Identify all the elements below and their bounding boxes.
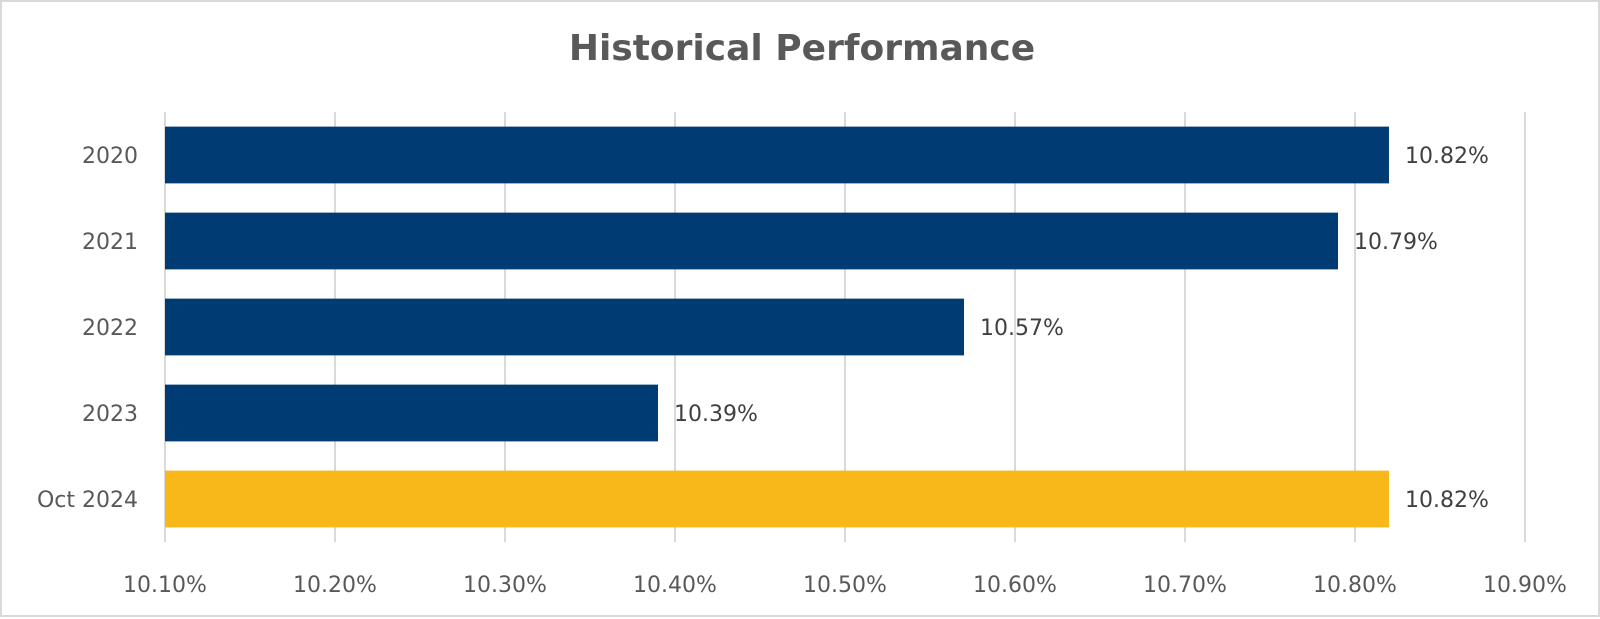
x-tick-label: 10.10% [123,573,207,598]
bar [165,212,1338,270]
category-label: 2020 [82,144,138,169]
chart-title: Historical Performance [568,28,1036,69]
x-tick-label: 10.90% [1483,573,1567,598]
data-label: 10.82% [1405,488,1489,513]
bar [165,470,1389,528]
bar [165,298,964,356]
x-tick-label: 10.30% [463,573,547,598]
x-tick-label: 10.40% [633,573,717,598]
data-label: 10.57% [980,316,1064,341]
bars [165,126,1389,528]
labels: 10.10% 10.20% 10.30% 10.40% 10.50% 10.60% 10.7… [37,144,1567,598]
x-tick-label: 10.80% [1313,573,1397,598]
x-tick-label: 10.60% [973,573,1057,598]
data-label: 10.39% [674,402,758,427]
data-label: 10.79% [1354,230,1438,255]
bar [165,126,1389,184]
bar [165,384,658,442]
category-label: 2023 [82,402,138,427]
x-tick-label: 10.50% [803,573,887,598]
category-label: 2021 [82,230,138,255]
category-label: 2022 [82,316,138,341]
data-label: 10.82% [1405,144,1489,169]
x-tick-label: 10.20% [293,573,377,598]
x-tick-label: 10.70% [1143,573,1227,598]
category-label: Oct 2024 [37,488,138,513]
